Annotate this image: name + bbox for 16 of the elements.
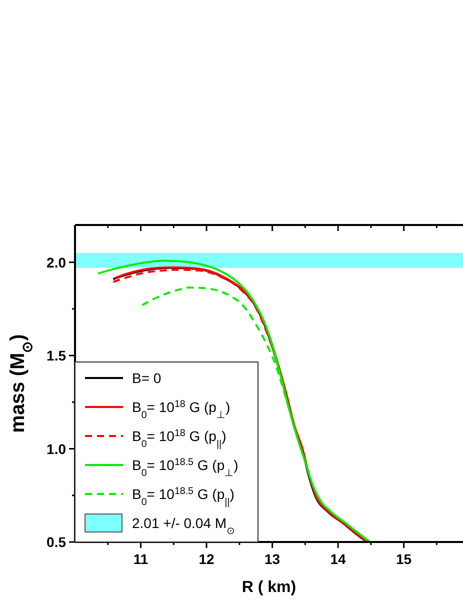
legend-label: B$_{0}$= 10$^{18}$ G (p$_{⊥}$)	[132, 398, 230, 420]
legend-label: B$_{0}$= 10$^{18.5}$ G (p$_{||}$)	[132, 486, 234, 508]
legend-label: B$_{0}$= 10$^{18.5}$ G (p$_{⊥}$)	[132, 456, 238, 478]
x-tick-label: 15	[396, 551, 412, 567]
x-axis-title: R ( km)	[242, 579, 296, 596]
x-tick-label: 12	[198, 551, 215, 567]
x-tick-label: 13	[264, 551, 280, 567]
y-tick-label: 2.0	[46, 254, 66, 270]
legend-label: 2.01 +/- 0.04 M$_{⊙}$	[132, 515, 235, 536]
legend-label: B= 0	[132, 370, 162, 386]
y-tick-label: 1.0	[46, 440, 66, 457]
y-tick-label: 0.5	[46, 534, 66, 550]
legend-label: B$_{0}$= 10$^{18}$ G (p$_{||}$)	[132, 428, 226, 450]
x-tick-label: 11	[133, 551, 148, 567]
x-tick-label: 14	[330, 551, 346, 567]
y-tick-label: 1.5	[46, 348, 66, 364]
